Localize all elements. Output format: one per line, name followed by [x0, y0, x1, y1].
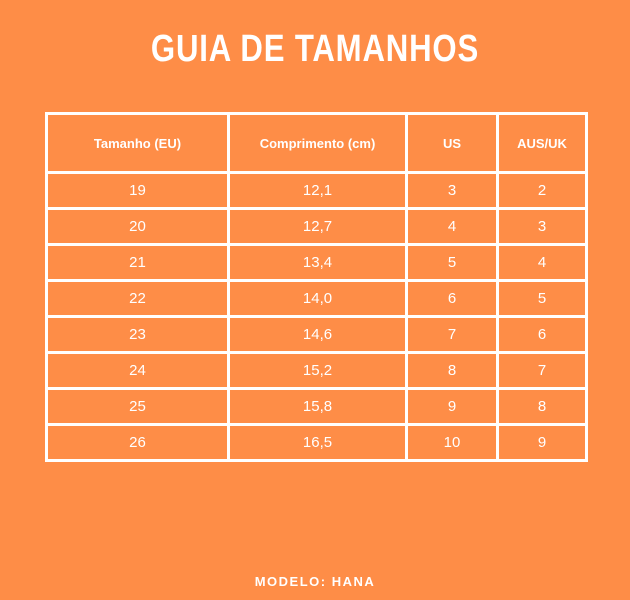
table-row: 22 14,0 6 5: [45, 279, 588, 318]
table-cell: 16,5: [227, 423, 408, 462]
table-row: 21 13,4 5 4: [45, 243, 588, 282]
table-row: 24 15,2 8 7: [45, 351, 588, 390]
table-cell: 20: [45, 207, 230, 246]
column-header: US: [405, 112, 499, 174]
table-cell: 3: [405, 171, 499, 210]
table-cell: 9: [496, 423, 588, 462]
table-cell: 22: [45, 279, 230, 318]
table-row: 23 14,6 7 6: [45, 315, 588, 354]
header-row: Tamanho (EU) Comprimento (cm) US AUS/UK: [45, 112, 588, 174]
table-cell: 4: [405, 207, 499, 246]
size-table: Tamanho (EU) Comprimento (cm) US AUS/UK 19 1…: [45, 112, 588, 462]
table-cell: 6: [405, 279, 499, 318]
table-cell: 15,2: [227, 351, 408, 390]
table-row: 26 16,5 10 9: [45, 423, 588, 462]
table-cell: 19: [45, 171, 230, 210]
table-cell: 24: [45, 351, 230, 390]
table-row: 25 15,8 9 8: [45, 387, 588, 426]
table-row: 20 12,7 4 3: [45, 207, 588, 246]
table-cell: 3: [496, 207, 588, 246]
table-cell: 15,8: [227, 387, 408, 426]
table-cell: 5: [405, 243, 499, 282]
column-header: Tamanho (EU): [45, 112, 230, 174]
table-cell: 12,7: [227, 207, 408, 246]
column-header: Comprimento (cm): [227, 112, 408, 174]
column-header: AUS/UK: [496, 112, 588, 174]
table-cell: 26: [45, 423, 230, 462]
table-cell: 7: [496, 351, 588, 390]
table-cell: 12,1: [227, 171, 408, 210]
table-cell: 2: [496, 171, 588, 210]
table-cell: 8: [405, 351, 499, 390]
table-cell: 13,4: [227, 243, 408, 282]
table-cell: 7: [405, 315, 499, 354]
table-cell: 14,0: [227, 279, 408, 318]
table-cell: 4: [496, 243, 588, 282]
table-cell: 10: [405, 423, 499, 462]
table-cell: 21: [45, 243, 230, 282]
table-cell: 8: [496, 387, 588, 426]
table-cell: 6: [496, 315, 588, 354]
table-body: 19 12,1 3 2 20 12,7 4 3 21 13,4 5 4 22 14,0 6 5 23 14,6 7 6…: [45, 171, 588, 462]
table-cell: 5: [496, 279, 588, 318]
table-cell: 9: [405, 387, 499, 426]
table-row: 19 12,1 3 2: [45, 171, 588, 210]
title: GUIA DE TAMANHOS: [150, 28, 480, 70]
table-cell: 14,6: [227, 315, 408, 354]
footer: MODELO: HANA: [254, 574, 376, 589]
table-cell: 23: [45, 315, 230, 354]
table-cell: 25: [45, 387, 230, 426]
